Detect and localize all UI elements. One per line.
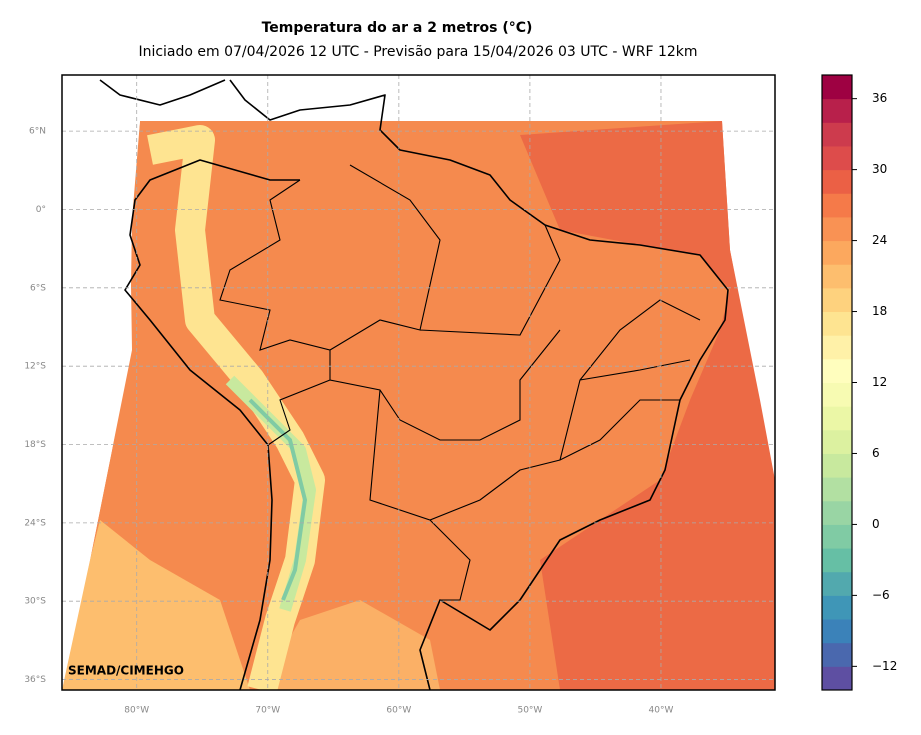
colorbar-band bbox=[822, 335, 852, 360]
lon-label: 70°W bbox=[255, 706, 280, 716]
colorbar-band bbox=[822, 642, 852, 667]
lat-label: 18°S bbox=[24, 440, 46, 450]
colorbar-label: −6 bbox=[872, 588, 890, 602]
colorbar-band bbox=[822, 406, 852, 431]
colorbar-band bbox=[822, 358, 852, 383]
borders bbox=[219, 164, 701, 601]
lat-label: 6°N bbox=[29, 127, 46, 137]
lon-label: 80°W bbox=[124, 706, 149, 716]
colorbar-band bbox=[822, 619, 852, 644]
credit: SEMAD/CIMEHGO bbox=[68, 664, 184, 678]
colorbar-label: 6 bbox=[872, 446, 880, 460]
colorbar-label: 30 bbox=[872, 162, 887, 176]
colorbar-band bbox=[822, 169, 852, 194]
subtitle: Iniciado em 07/04/2026 12 UTC - Previsão… bbox=[138, 44, 697, 60]
colorbar-label: −12 bbox=[872, 659, 897, 673]
colorbar-band bbox=[822, 311, 852, 336]
title: Temperatura do ar a 2 metros (°C) bbox=[262, 20, 533, 36]
lon-label: 40°W bbox=[649, 706, 674, 716]
lat-label: 24°S bbox=[24, 518, 46, 528]
colorbar-band bbox=[822, 524, 852, 549]
lat-label: 36°S bbox=[24, 675, 46, 685]
lon-label: 60°W bbox=[386, 706, 411, 716]
colorbar-band bbox=[822, 216, 852, 242]
colorbar-band bbox=[822, 453, 852, 478]
cool-south-2 bbox=[260, 600, 440, 690]
colorbar-label: 36 bbox=[872, 91, 887, 105]
andes-cold bbox=[248, 398, 308, 601]
colorbar-band bbox=[822, 666, 852, 691]
colorbar-band bbox=[822, 145, 852, 171]
colorbar-band bbox=[822, 287, 852, 313]
lon-label: 50°W bbox=[517, 706, 542, 716]
colorbar-label: 24 bbox=[872, 233, 887, 247]
colorbar-band bbox=[822, 571, 852, 596]
colorbar-band bbox=[822, 382, 852, 407]
colorbar-band bbox=[822, 477, 852, 502]
colorbar-band bbox=[822, 264, 852, 289]
coastline bbox=[99, 79, 729, 690]
axes-frame bbox=[61, 74, 776, 691]
lat-label: 30°S bbox=[24, 597, 46, 607]
colorbar-band bbox=[822, 548, 852, 573]
cool-south bbox=[62, 520, 250, 690]
land-outside bbox=[62, 75, 775, 690]
warm-ocean bbox=[520, 121, 775, 690]
colorbar-band bbox=[822, 500, 852, 525]
colorbar-label: 12 bbox=[872, 375, 887, 389]
map-field bbox=[62, 75, 775, 690]
lat-label: 12°S bbox=[24, 362, 46, 372]
colorbar-label: 0 bbox=[872, 517, 880, 531]
lat-label: 6°S bbox=[30, 283, 46, 293]
colorbar: −12 −6 0 6 12 18 24 30 36 bbox=[821, 74, 897, 691]
grid bbox=[62, 75, 775, 690]
colorbar-band bbox=[822, 193, 852, 218]
lat-label: 0° bbox=[36, 205, 46, 215]
colorbar-band bbox=[822, 595, 852, 620]
colorbar-band bbox=[822, 98, 852, 123]
colorbar-band bbox=[822, 75, 852, 100]
colorbar-label: 18 bbox=[872, 304, 887, 318]
colorbar-band bbox=[822, 429, 852, 454]
colorbar-band bbox=[822, 122, 852, 147]
colorbar-band bbox=[822, 240, 852, 265]
